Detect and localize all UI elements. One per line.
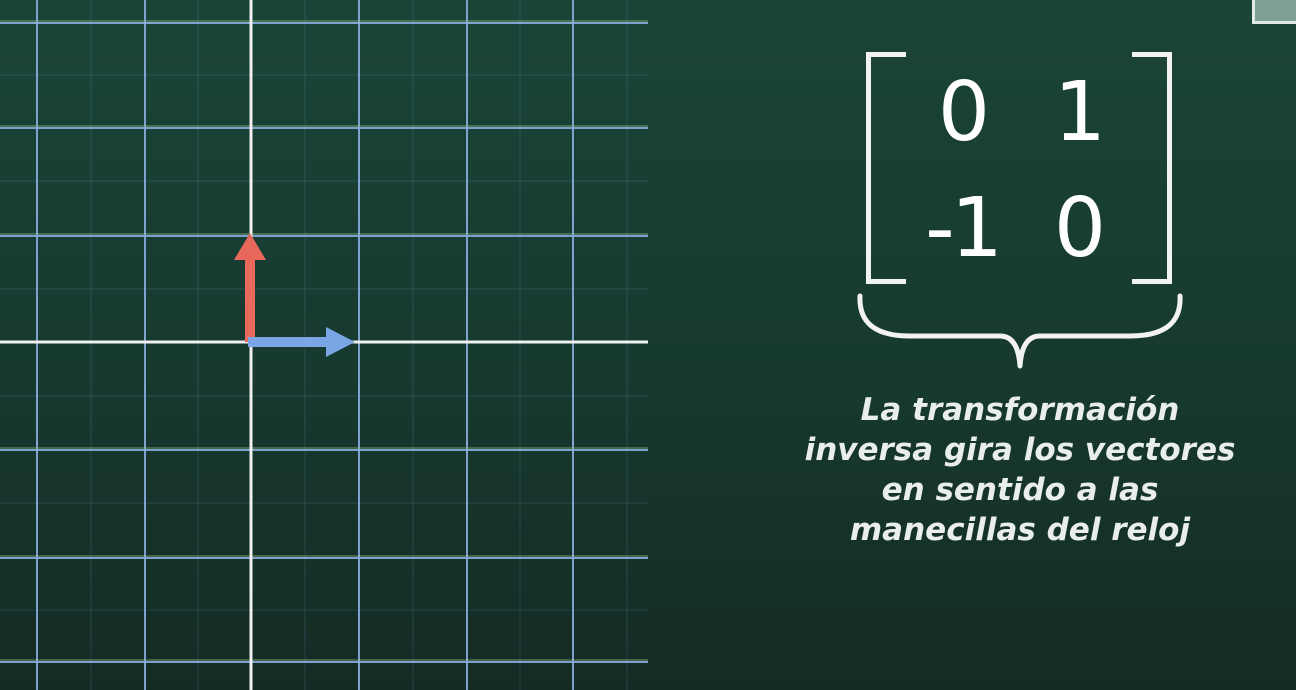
matrix-cell-r2c1: -1 xyxy=(925,181,1003,276)
caption-line-4: manecillas del reloj xyxy=(849,512,1191,548)
grid-lines xyxy=(0,0,648,690)
caption-line-2: inversa gira los vectores xyxy=(804,432,1236,468)
matrix-cell-r1c1: 0 xyxy=(937,65,990,160)
matrix-cell-r1c2: 1 xyxy=(1053,65,1106,160)
matrix-cell-r2c2: 0 xyxy=(1053,181,1106,276)
curly-brace xyxy=(857,293,1183,369)
i-hat-vector xyxy=(248,327,355,357)
j-hat-vector xyxy=(234,233,266,342)
basis-vectors xyxy=(234,233,355,357)
caption-text: La transformación inversa gira los vecto… xyxy=(770,390,1270,550)
matrix-left-bracket xyxy=(866,52,906,284)
corner-panel xyxy=(1252,0,1296,24)
matrix: 0 1 -1 0 xyxy=(866,52,1172,284)
caption-line-1: La transformación xyxy=(860,392,1180,428)
caption-line-3: en sentido a las xyxy=(881,472,1159,508)
matrix-right-bracket xyxy=(1132,52,1172,284)
coordinate-grid xyxy=(0,0,648,690)
